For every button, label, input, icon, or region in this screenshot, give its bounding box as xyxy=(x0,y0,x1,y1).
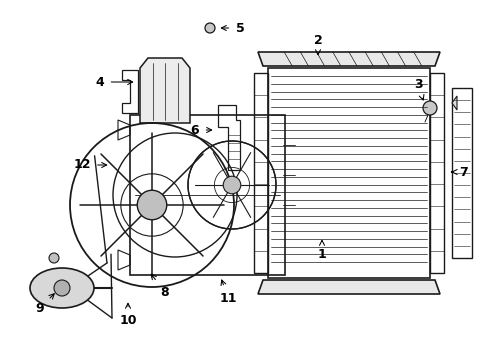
Polygon shape xyxy=(258,52,440,66)
Text: 5: 5 xyxy=(221,22,245,35)
Circle shape xyxy=(137,190,167,220)
Text: 7: 7 xyxy=(452,166,467,179)
Ellipse shape xyxy=(30,268,94,308)
Polygon shape xyxy=(140,58,190,123)
Circle shape xyxy=(54,280,70,296)
Polygon shape xyxy=(258,280,440,294)
Circle shape xyxy=(423,101,437,115)
Text: 9: 9 xyxy=(36,294,54,315)
Circle shape xyxy=(205,23,215,33)
Text: 8: 8 xyxy=(151,274,170,298)
Text: 10: 10 xyxy=(119,303,137,327)
Text: 2: 2 xyxy=(314,33,322,55)
Text: 3: 3 xyxy=(414,78,424,100)
Text: 6: 6 xyxy=(191,123,212,136)
Circle shape xyxy=(223,176,241,194)
Polygon shape xyxy=(452,96,457,110)
Text: 12: 12 xyxy=(73,158,107,171)
Text: 4: 4 xyxy=(96,76,133,89)
Bar xyxy=(254,73,268,273)
Bar xyxy=(430,73,444,273)
Bar xyxy=(452,88,472,258)
Text: 1: 1 xyxy=(318,240,326,261)
Text: 11: 11 xyxy=(219,280,237,305)
Bar xyxy=(268,68,430,278)
Circle shape xyxy=(49,253,59,263)
Bar xyxy=(130,115,285,275)
